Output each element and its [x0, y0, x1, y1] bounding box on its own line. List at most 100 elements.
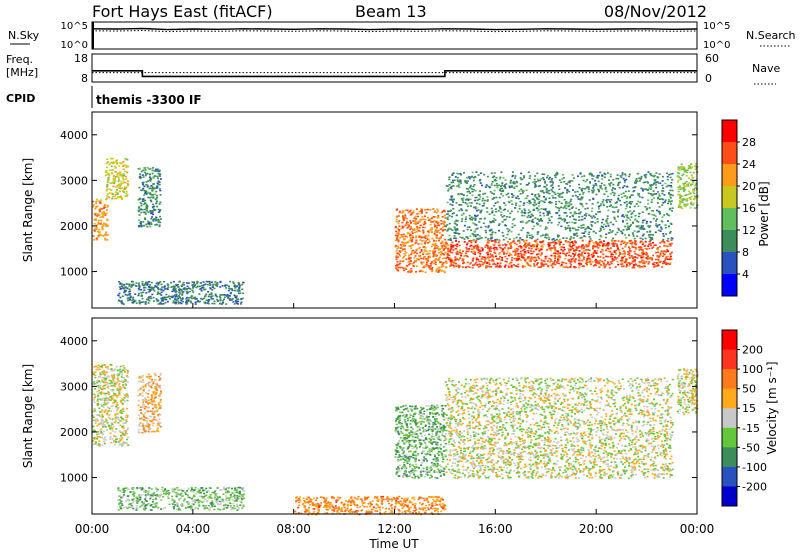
heat-cell	[153, 187, 156, 190]
heat-cell	[547, 211, 550, 214]
heat-cell	[191, 297, 193, 300]
heat-cell	[437, 229, 439, 232]
heat-cell	[471, 248, 474, 250]
heat-cell	[463, 224, 466, 227]
heat-cell	[118, 286, 121, 288]
heat-cell	[92, 440, 95, 442]
heat-cell	[147, 211, 150, 213]
heat-cell	[426, 216, 429, 219]
heat-cell	[645, 248, 648, 250]
heat-cell	[106, 400, 109, 402]
heat-cell	[219, 297, 222, 299]
heat-cell	[504, 255, 507, 258]
heat-cell	[528, 256, 530, 258]
heat-cell	[494, 252, 497, 255]
heat-cell	[648, 247, 651, 250]
heat-cell	[103, 421, 106, 423]
heat-cell	[415, 265, 418, 267]
heat-cell	[605, 243, 608, 245]
heat-cell	[472, 222, 475, 224]
heat-cell	[402, 233, 405, 236]
heat-cell	[92, 371, 95, 373]
heat-cell	[600, 225, 603, 227]
heat-cell	[107, 385, 110, 388]
heat-cell	[133, 300, 135, 303]
heat-cell	[520, 239, 523, 241]
heat-cell	[533, 245, 536, 248]
heat-cell	[652, 190, 655, 192]
heat-cell	[436, 222, 439, 225]
heat-cell	[483, 256, 486, 259]
heat-cell	[611, 242, 614, 245]
heat-cell	[521, 220, 524, 222]
heat-cell	[588, 242, 591, 245]
heat-cell	[466, 180, 469, 182]
heat-cell	[97, 200, 100, 202]
heat-cell	[117, 407, 120, 409]
heat-cell	[616, 231, 619, 234]
heat-cell	[404, 250, 407, 253]
heat-cell	[694, 185, 696, 187]
heat-cell	[625, 200, 628, 203]
heat-cell	[113, 377, 116, 379]
heat-cell	[538, 195, 541, 197]
heat-cell	[560, 248, 563, 251]
heat-cell	[93, 223, 96, 225]
heat-cell	[616, 256, 619, 259]
heat-cell	[543, 263, 545, 266]
heat-cell	[93, 401, 96, 403]
heat-cell	[168, 295, 170, 298]
heat-cell	[96, 418, 99, 421]
heat-cell	[181, 294, 184, 296]
heat-cell	[157, 288, 160, 291]
heat-cell	[138, 168, 141, 170]
heat-cell	[229, 280, 232, 283]
heat-cell	[546, 260, 549, 262]
heat-cell	[110, 374, 113, 377]
heat-cell	[101, 436, 103, 439]
heat-cell	[549, 242, 552, 244]
heat-cell	[657, 263, 659, 265]
heat-cell	[104, 393, 107, 396]
heat-cell	[671, 179, 674, 181]
heat-cell	[475, 209, 478, 212]
heat-cell	[472, 235, 475, 237]
heat-cell	[500, 193, 503, 195]
heat-cell	[94, 374, 97, 376]
heat-cell	[493, 172, 496, 174]
heat-cell	[495, 179, 498, 182]
heat-cell	[100, 418, 103, 420]
heat-cell	[471, 264, 474, 266]
heat-cell	[619, 204, 622, 206]
heat-cell	[404, 209, 407, 211]
heat-cell	[100, 399, 103, 402]
heat-cell	[487, 226, 490, 229]
heat-cell	[563, 248, 566, 251]
heat-cell	[491, 211, 494, 214]
heat-cell	[215, 295, 218, 298]
heat-cell	[682, 166, 685, 168]
heat-cell	[497, 258, 500, 260]
heat-cell	[535, 203, 538, 206]
heat-cell	[422, 252, 425, 254]
heat-cell	[551, 195, 554, 197]
heat-cell	[678, 169, 681, 171]
heat-cell	[481, 248, 484, 250]
heat-cell	[617, 199, 620, 201]
heat-cell	[646, 231, 649, 233]
heat-cell	[442, 257, 445, 260]
heat-cell	[573, 244, 576, 246]
heat-cell	[659, 252, 662, 254]
heat-cell	[640, 246, 643, 249]
heat-cell	[118, 292, 121, 295]
heat-cell	[627, 190, 630, 192]
heat-cell	[519, 177, 522, 179]
heat-cell	[527, 214, 530, 217]
heat-cell	[99, 398, 102, 400]
heat-cell	[92, 425, 95, 428]
heat-cell	[643, 228, 646, 230]
heat-cell	[153, 286, 156, 289]
heat-cell	[461, 193, 464, 195]
heat-cell	[424, 271, 427, 273]
y-tick-label: 2000	[60, 220, 88, 233]
